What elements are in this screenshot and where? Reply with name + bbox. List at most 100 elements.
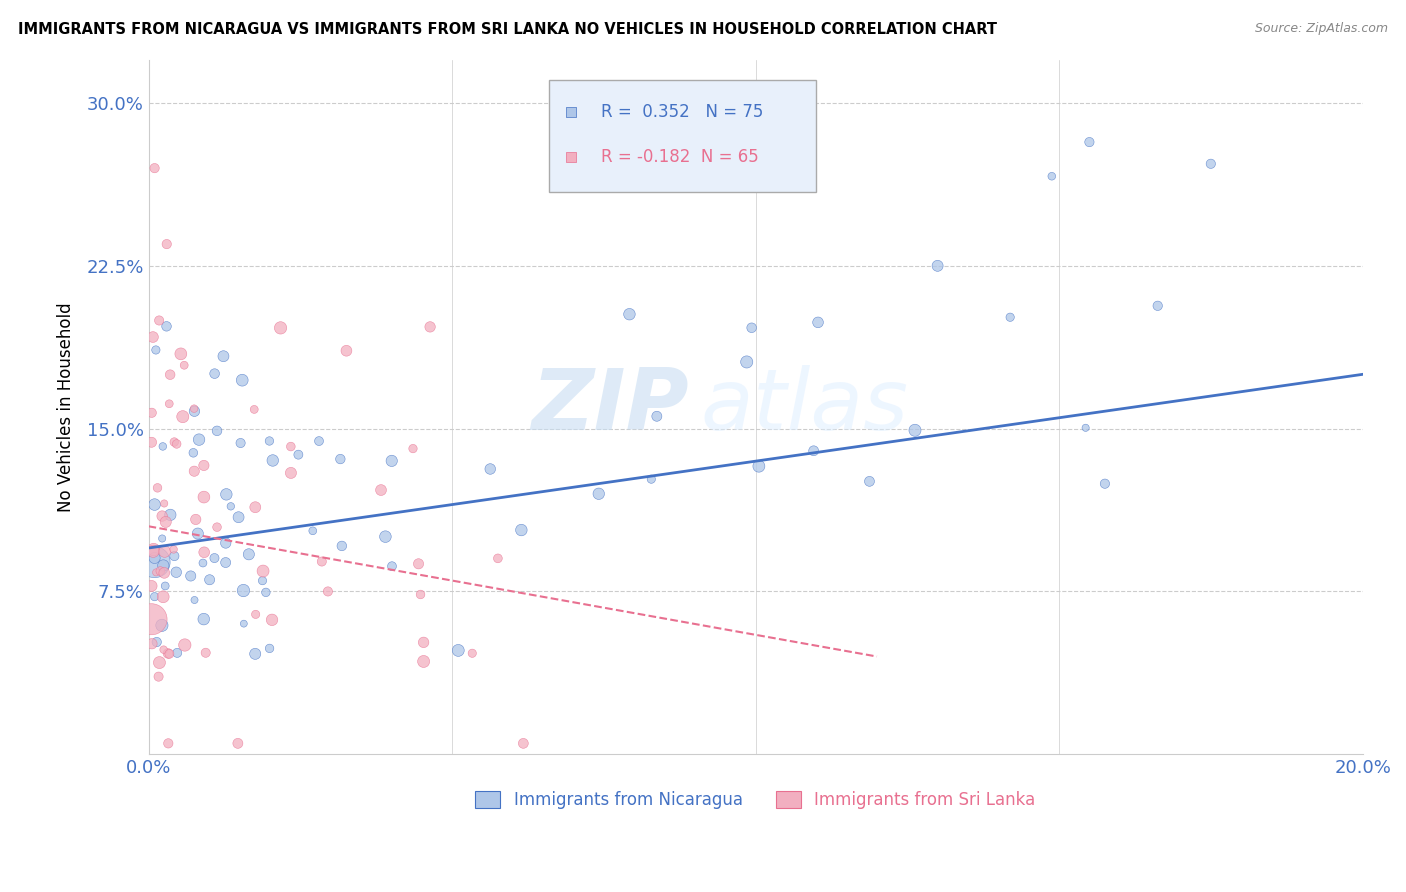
Text: atlas: atlas	[702, 366, 908, 449]
Point	[193, 458, 215, 473]
Point	[228, 510, 250, 524]
Point	[510, 523, 533, 537]
Legend: Immigrants from Nicaragua, Immigrants from Sri Lanka: Immigrants from Nicaragua, Immigrants fr…	[468, 784, 1042, 815]
Point	[173, 358, 195, 372]
Point	[141, 435, 163, 450]
Point	[408, 557, 430, 571]
Point	[163, 549, 186, 563]
Point	[141, 406, 163, 420]
Point	[150, 509, 173, 524]
Point	[145, 343, 167, 357]
Point	[803, 443, 825, 458]
Point	[252, 564, 274, 578]
Point	[204, 367, 226, 381]
Point	[245, 500, 267, 515]
Point	[170, 347, 193, 361]
Point	[188, 433, 211, 447]
Point	[807, 315, 830, 329]
Text: Source: ZipAtlas.com: Source: ZipAtlas.com	[1254, 22, 1388, 36]
Point	[166, 646, 188, 660]
Point	[183, 404, 205, 418]
Point	[374, 530, 396, 544]
Point	[381, 454, 404, 468]
Point	[143, 555, 166, 569]
Point	[1078, 135, 1101, 149]
Point	[146, 481, 169, 495]
Point	[1146, 299, 1168, 313]
Point	[229, 436, 252, 450]
Point	[193, 490, 215, 504]
Point	[330, 539, 353, 553]
Point	[329, 452, 352, 467]
Point	[245, 647, 267, 661]
Point	[245, 607, 267, 622]
Point	[231, 373, 253, 387]
Point	[157, 647, 180, 661]
Point	[259, 641, 281, 656]
Point	[232, 616, 254, 631]
Point	[741, 320, 763, 334]
Text: IMMIGRANTS FROM NICARAGUA VS IMMIGRANTS FROM SRI LANKA NO VEHICLES IN HOUSEHOLD : IMMIGRANTS FROM NICARAGUA VS IMMIGRANTS …	[18, 22, 997, 37]
Point	[159, 508, 181, 522]
Point	[232, 583, 254, 598]
Point	[260, 613, 283, 627]
Point	[142, 542, 165, 557]
Point	[486, 551, 509, 566]
Point	[141, 579, 163, 593]
Point	[370, 483, 392, 497]
Point	[150, 618, 173, 632]
Point	[153, 566, 176, 580]
Point	[904, 423, 927, 437]
Point	[150, 532, 173, 546]
Point	[381, 559, 404, 574]
Point	[152, 590, 174, 604]
Point	[243, 402, 266, 417]
Point	[152, 642, 174, 657]
Point	[512, 736, 534, 750]
Point	[148, 313, 170, 327]
Point	[447, 643, 470, 657]
Point	[156, 237, 179, 252]
Point	[212, 349, 235, 363]
Point	[252, 574, 274, 588]
Point	[214, 556, 236, 570]
Point	[205, 520, 228, 534]
Point	[219, 500, 242, 514]
Point	[262, 453, 284, 467]
Point	[184, 512, 207, 526]
Point	[143, 590, 166, 604]
Point	[215, 487, 238, 501]
Point	[1199, 157, 1222, 171]
Point	[143, 498, 166, 512]
Point	[183, 593, 205, 607]
Point	[157, 736, 180, 750]
Point	[172, 409, 194, 424]
Text: R = -0.182  N = 65: R = -0.182 N = 65	[602, 148, 759, 166]
Point	[1094, 476, 1116, 491]
Point	[335, 343, 357, 358]
Point	[162, 542, 184, 557]
Text: R =  0.352   N = 75: R = 0.352 N = 75	[602, 103, 763, 120]
Point	[1074, 421, 1097, 435]
Point	[142, 544, 165, 558]
Point	[166, 437, 188, 451]
Point	[238, 547, 260, 561]
Point	[141, 612, 163, 626]
Point	[479, 462, 502, 476]
Point	[301, 524, 323, 538]
Point	[280, 466, 302, 480]
Point	[619, 307, 641, 321]
Point	[152, 439, 174, 453]
FancyBboxPatch shape	[550, 80, 817, 192]
Point	[155, 515, 177, 529]
Point	[141, 637, 163, 651]
Point	[215, 536, 238, 550]
Point	[461, 646, 484, 660]
Point	[183, 446, 205, 460]
Point	[143, 161, 166, 175]
Point	[145, 566, 167, 580]
Point	[280, 440, 302, 454]
Point	[149, 564, 172, 578]
Point	[157, 647, 180, 661]
Point	[645, 409, 668, 424]
